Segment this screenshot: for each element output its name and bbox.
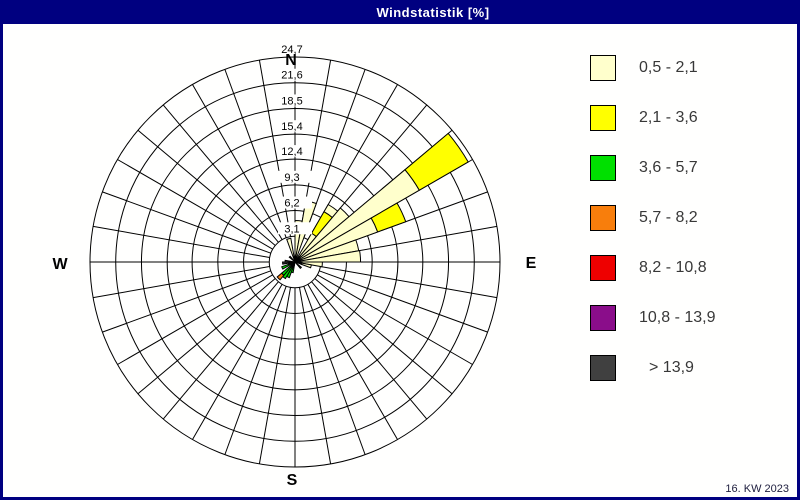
legend-swatch-class1 [590, 55, 616, 81]
legend-item: 2,1 - 3,6 [590, 93, 716, 143]
compass-north-label: N [285, 52, 297, 69]
svg-text:18,5: 18,5 [281, 95, 302, 107]
windrose-chart: 3,1 6,2 9,3 12,4 15,4 18,5 21,6 24,7 [89, 43, 501, 468]
legend-item: 8,2 - 10,8 [590, 243, 716, 293]
legend-label-class3: 3,6 - 5,7 [639, 159, 698, 176]
legend-swatch-class4 [590, 205, 616, 231]
legend-swatch-class6 [590, 305, 616, 331]
svg-text:24,7: 24,7 [281, 44, 302, 56]
legend-swatch-class5 [590, 255, 616, 281]
legend-item: 0,5 - 2,1 [590, 43, 716, 93]
legend-label-class5: 8,2 - 10,8 [639, 259, 707, 276]
svg-text:3,1: 3,1 [284, 223, 299, 235]
legend: 0,5 - 2,1 2,1 - 3,6 3,6 - 5,7 5,7 - 8,2 … [590, 43, 716, 393]
title-bar: Windstatistik [%] [0, 0, 800, 24]
svg-text:15,4: 15,4 [281, 121, 302, 133]
legend-item: 10,8 - 13,9 [590, 293, 716, 343]
legend-label-class7: > 13,9 [649, 359, 694, 376]
compass-south-label: S [286, 472, 298, 489]
svg-text:9,3: 9,3 [284, 172, 299, 184]
svg-text:6,2: 6,2 [284, 198, 299, 210]
legend-label-class2: 2,1 - 3,6 [639, 109, 698, 126]
legend-item: > 13,9 [590, 343, 716, 393]
compass-east-label: E [525, 255, 537, 272]
compass-west-label: W [52, 256, 68, 273]
legend-item: 3,6 - 5,7 [590, 143, 716, 193]
legend-swatch-class2 [590, 105, 616, 131]
legend-label-class6: 10,8 - 13,9 [639, 309, 716, 326]
window-title: Windstatistik [%] [376, 4, 490, 20]
calendar-week-label: 16. KW 2023 [725, 483, 789, 495]
legend-swatch-class7 [590, 355, 616, 381]
svg-text:21,6: 21,6 [281, 70, 302, 82]
legend-item: 5,7 - 8,2 [590, 193, 716, 243]
chart-area: 3,1 6,2 9,3 12,4 15,4 18,5 21,6 24,7 N S W E 0,… [3, 24, 797, 497]
legend-label-class1: 0,5 - 2,1 [639, 59, 698, 76]
legend-label-class4: 5,7 - 8,2 [639, 209, 698, 226]
svg-text:12,4: 12,4 [281, 146, 302, 158]
legend-swatch-class3 [590, 155, 616, 181]
